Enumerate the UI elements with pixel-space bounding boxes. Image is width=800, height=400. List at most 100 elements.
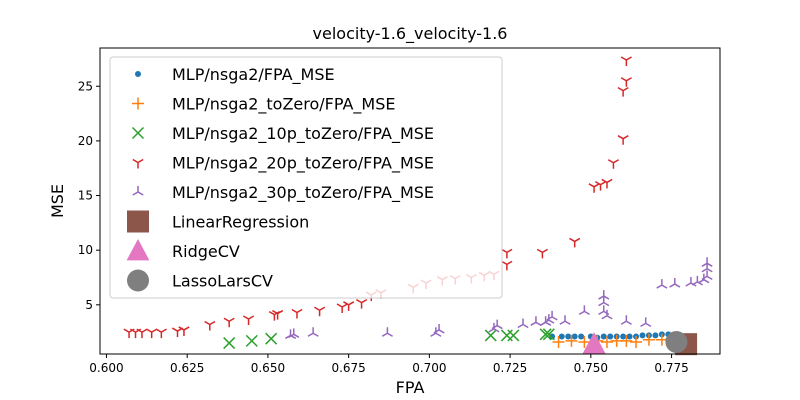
data-point [652, 332, 659, 339]
data-point [517, 318, 529, 329]
legend-entry: LinearRegression [127, 210, 309, 233]
legend-marker [132, 186, 144, 196]
data-point [601, 178, 613, 189]
data-point [626, 333, 633, 340]
y-tick-label: 10 [78, 243, 93, 257]
data-point [571, 333, 578, 340]
legend-entry: MLP/nsga2_toZero/FPA_MSE [132, 95, 396, 115]
data-point [242, 315, 255, 326]
legend-label: MLP/nsga2_toZero/FPA_MSE [172, 95, 396, 115]
series-5 [284, 257, 713, 340]
data-point [656, 279, 668, 289]
data-point [355, 298, 368, 309]
data-point [588, 183, 600, 193]
data-point [620, 315, 632, 325]
data-point [620, 56, 632, 67]
data-point [669, 278, 681, 288]
chart-title: velocity-1.6_velocity-1.6 [313, 24, 508, 44]
legend-box [109, 56, 503, 299]
legend-marker [131, 126, 145, 140]
series-7 [582, 332, 606, 354]
legend-label: LinearRegression [172, 213, 309, 232]
y-axis-ticks: 5 10 15 20 25 [78, 79, 100, 312]
data-point [598, 296, 610, 307]
data-point [578, 333, 585, 340]
data-point [314, 306, 326, 317]
legend-label: MLP/nsga2_20p_toZero/FPA_MSE [172, 154, 434, 174]
legend: MLP/nsga2/FPA_MSE MLP/nsga2_toZero/FPA_MS… [109, 56, 503, 299]
data-point [607, 159, 620, 169]
data-point [620, 77, 632, 87]
data-point [701, 270, 713, 281]
data-point [307, 327, 319, 337]
series-8 [665, 330, 688, 353]
data-point [272, 309, 284, 320]
data-point [639, 332, 646, 339]
y-axis-label: MSE [48, 184, 67, 218]
data-point [245, 334, 258, 347]
data-point [491, 319, 503, 330]
data-point [552, 335, 565, 348]
legend-marker [127, 269, 149, 292]
data-point [594, 180, 607, 191]
x-axis-ticks: 0.600 0.625 0.650 0.675 0.700 0.725 0.750 0.775 [89, 354, 689, 375]
y-tick-label: 20 [78, 134, 93, 148]
legend-label: MLP/nsga2_10p_toZero/FPA_MSE [172, 124, 434, 144]
x-tick-label: 0.600 [89, 361, 123, 375]
data-point [291, 308, 303, 319]
data-point [565, 333, 572, 340]
data-point [336, 303, 348, 314]
data-point [559, 315, 571, 325]
data-point [546, 310, 558, 321]
legend-marker [126, 239, 150, 261]
data-point [640, 317, 652, 328]
legend-label: MLP/nsga2_30p_toZero/FPA_MSE [172, 183, 434, 203]
data-point [578, 305, 590, 316]
data-point [381, 327, 393, 337]
x-tick-label: 0.650 [251, 361, 285, 375]
y-tick-label: 25 [78, 79, 93, 93]
data-point [701, 257, 713, 267]
x-tick-label: 0.750 [574, 361, 608, 375]
data-point [288, 328, 300, 338]
legend-label: RidgeCV [172, 242, 240, 261]
data-point [600, 333, 607, 340]
data-point [582, 332, 606, 354]
x-tick-label: 0.675 [331, 361, 365, 375]
x-tick-label: 0.725 [493, 361, 527, 375]
data-point [598, 290, 610, 300]
data-point [265, 332, 278, 345]
legend-entry: MLP/nsga2_30p_toZero/FPA_MSE [132, 183, 434, 203]
data-point [542, 328, 555, 341]
data-point [691, 275, 703, 286]
data-point [343, 301, 355, 311]
data-point [617, 86, 629, 97]
legend-entry: RidgeCV [126, 239, 240, 261]
legend-label: LassoLarsCV [172, 272, 273, 291]
legend-marker [135, 71, 141, 77]
y-tick-label: 15 [78, 189, 93, 203]
x-tick-label: 0.775 [654, 361, 688, 375]
legend-label: MLP/nsga2/FPA_MSE [172, 65, 335, 85]
legend-marker [132, 158, 144, 169]
x-tick-label: 0.625 [170, 361, 204, 375]
axes-frame [99, 47, 721, 355]
data-point [620, 333, 627, 340]
data-point [620, 334, 633, 347]
data-point [501, 260, 513, 271]
data-point [617, 135, 629, 145]
data-point [578, 335, 591, 348]
legend-entry: MLP/nsga2_20p_toZero/FPA_MSE [132, 154, 434, 174]
x-axis-label: FPA [396, 378, 425, 397]
data-point [223, 317, 235, 328]
data-point [204, 320, 216, 331]
data-point [642, 333, 655, 346]
legend-entry: MLP/nsga2_10p_toZero/FPA_MSE [131, 124, 434, 144]
data-point [155, 328, 167, 339]
data-point [607, 333, 614, 340]
data-point [539, 328, 552, 341]
data-point [223, 337, 236, 350]
data-point [501, 248, 513, 259]
data-point [630, 335, 643, 348]
